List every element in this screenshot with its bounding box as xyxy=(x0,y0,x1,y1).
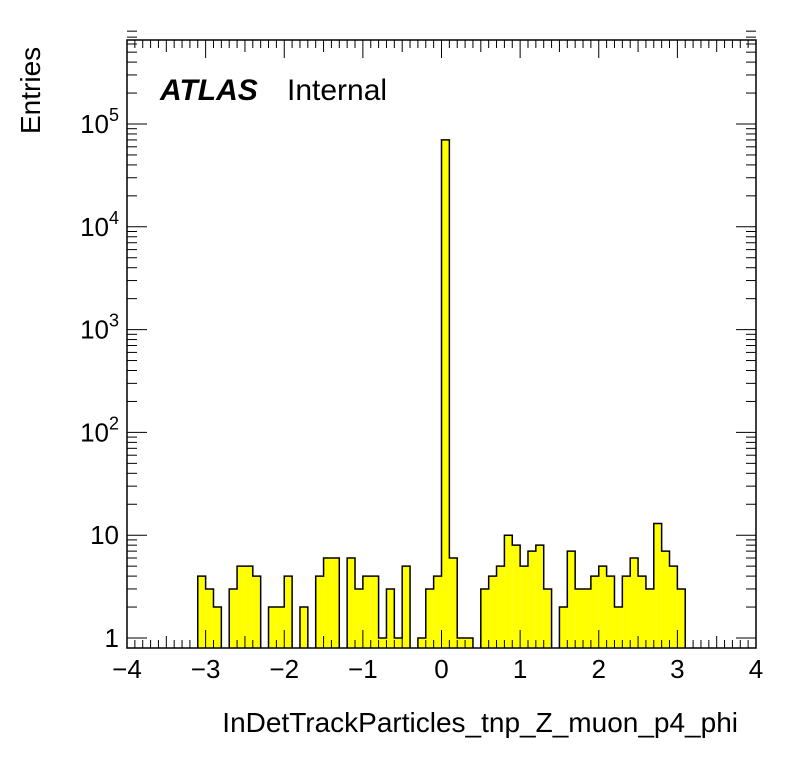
histogram-bin xyxy=(653,523,662,648)
x-tick-label: −2 xyxy=(269,654,299,684)
histogram-bin xyxy=(527,551,536,648)
y-tick-label: 105 xyxy=(80,105,119,139)
histogram-bin xyxy=(315,576,324,648)
histogram-bin xyxy=(386,588,395,648)
histogram-bin xyxy=(433,576,442,648)
atlas-label: ATLAS xyxy=(159,74,258,107)
x-tick-label: 4 xyxy=(749,654,763,684)
histogram-bin xyxy=(661,551,670,648)
histogram-bin xyxy=(378,638,387,648)
y-axis-title: Entries xyxy=(15,47,46,134)
histogram-bin xyxy=(276,607,285,648)
y-tick-labels: 1 10 102 103 104 105 xyxy=(80,105,119,653)
histogram-bin xyxy=(355,588,363,648)
x-tick-label: −4 xyxy=(112,654,142,684)
histogram-bin xyxy=(394,638,403,648)
histogram-bin xyxy=(425,588,434,648)
histogram-bin xyxy=(598,566,607,648)
y-tick-label: 10 xyxy=(90,520,119,550)
histogram-bin xyxy=(590,576,599,648)
x-tick-label: 0 xyxy=(434,654,448,684)
x-axis-title: InDetTrackParticles_tnp_Z_muon_p4_phi xyxy=(222,707,738,738)
histogram-bin xyxy=(496,566,505,648)
histogram-bin xyxy=(677,588,686,648)
histogram-bars xyxy=(197,139,686,648)
histogram-bin xyxy=(520,566,528,648)
histogram-bin xyxy=(197,576,206,648)
histogram-bin xyxy=(638,576,646,648)
histogram-bin xyxy=(606,576,615,648)
histogram-bin xyxy=(252,576,261,648)
histogram-bin xyxy=(622,576,631,648)
internal-label: Internal xyxy=(287,74,387,107)
histogram-bin xyxy=(370,576,379,648)
histogram-bin xyxy=(299,607,308,648)
histogram-bin xyxy=(488,576,497,648)
histogram-bin xyxy=(284,576,293,648)
histogram-bin xyxy=(213,607,222,648)
histogram-bin xyxy=(465,638,473,648)
histogram-bin xyxy=(441,139,450,648)
histogram-bin xyxy=(244,566,253,648)
histogram-bin xyxy=(362,576,371,648)
x-tick-label: −1 xyxy=(348,654,378,684)
x-tick-labels: −4 −3 −2 −1 0 1 2 3 4 xyxy=(112,654,763,684)
histogram-bin xyxy=(237,566,245,648)
histogram-bin xyxy=(347,558,356,648)
histogram-bin xyxy=(669,566,678,648)
histogram-bin xyxy=(229,588,238,648)
x-tick-label: 2 xyxy=(592,654,606,684)
histogram-bin xyxy=(512,545,521,648)
histogram-bin xyxy=(535,545,544,648)
histogram-bin xyxy=(583,588,591,648)
x-tick-label: −3 xyxy=(191,654,221,684)
histogram-bin xyxy=(449,558,458,648)
x-tick-label: 1 xyxy=(513,654,527,684)
histogram-bin xyxy=(575,588,584,648)
histogram-bin xyxy=(630,558,639,648)
histogram-bin xyxy=(504,535,513,648)
histogram-bin xyxy=(402,566,411,648)
histogram-outline xyxy=(197,139,686,648)
histogram-bin xyxy=(331,558,340,648)
x-tick-label: 3 xyxy=(670,654,684,684)
histogram-outline-path xyxy=(197,139,686,648)
histogram-bin xyxy=(457,638,466,648)
histogram-bin xyxy=(323,558,332,648)
histogram-bin xyxy=(268,607,277,648)
histogram-bin xyxy=(645,588,654,648)
y-tick-label: 102 xyxy=(80,413,119,447)
histogram-bin xyxy=(480,588,489,648)
histogram-bin xyxy=(543,588,552,648)
y-tick-label: 103 xyxy=(80,311,119,345)
histogram-bin xyxy=(559,607,568,648)
histogram-bin xyxy=(614,607,623,648)
histogram-bin xyxy=(205,588,214,648)
histogram-bin xyxy=(567,551,576,648)
y-tick-label: 104 xyxy=(80,208,119,242)
y-tick-label: 1 xyxy=(105,623,119,653)
axis-ticks xyxy=(126,30,757,648)
histogram-bin xyxy=(417,638,426,648)
